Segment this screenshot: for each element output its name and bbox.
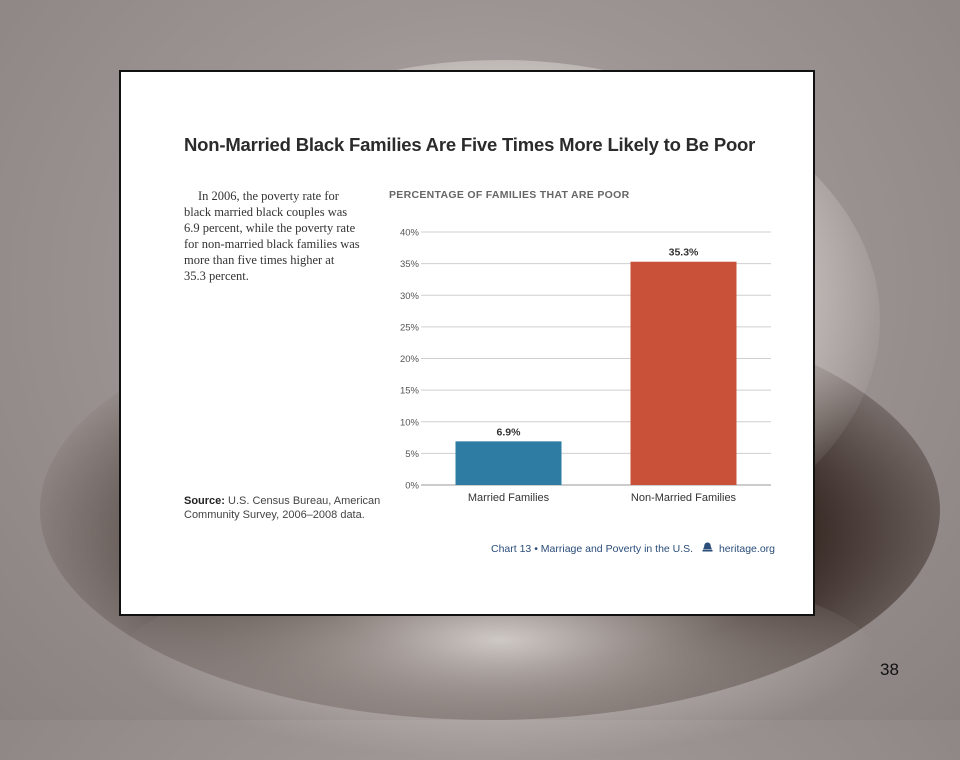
y-tick-label: 10% (400, 417, 420, 428)
y-tick-label: 35% (400, 259, 420, 270)
bar-chart: 0% 5% 10% 15% 20% 25% 30% 35% 40% 6.9% Married Fam… (400, 228, 771, 504)
y-tick-label: 0% (405, 481, 419, 492)
description-line: 35.3 percent. (184, 269, 249, 283)
source-line: Community Survey, 2006–2008 data. (184, 509, 365, 521)
chart-title: PERCENTAGE OF FAMILIES THAT ARE POOR (389, 189, 630, 201)
y-tick-label: 15% (400, 386, 420, 397)
description-line: In 2006, the poverty rate for (198, 189, 339, 203)
source-label: Source: (184, 495, 225, 507)
bar (630, 261, 737, 485)
description-line: for non-married black families was (184, 237, 360, 251)
y-tick-label: 30% (400, 291, 420, 302)
chart-main-title: Non-Married Black Families Are Five Time… (184, 134, 756, 155)
description-line: more than five times higher at (184, 253, 335, 267)
data-label: 35.3% (669, 247, 699, 259)
source-line: U.S. Census Bureau, American (228, 495, 381, 507)
category-label: Married Families (468, 492, 550, 504)
data-label: 6.9% (497, 426, 522, 438)
chart-footer: Chart 13 • Marriage and Poverty in the U… (491, 542, 775, 555)
bell-icon (702, 542, 713, 555)
y-tick-label: 25% (400, 322, 420, 333)
y-tick-label: 20% (400, 354, 420, 365)
slide-panel: Non-Married Black Families Are Five Time… (119, 70, 815, 616)
page-number: 38 (880, 660, 899, 679)
description-line: black married black couples was (184, 205, 348, 219)
chart-reference: Chart 13 • Marriage and Poverty in the U… (491, 543, 694, 555)
site-link[interactable]: heritage.org (718, 543, 775, 555)
category-label: Non-Married Families (631, 492, 737, 504)
description-text: In 2006, the poverty rate for black marr… (184, 188, 374, 284)
bar (455, 441, 562, 485)
y-tick-label: 40% (400, 228, 420, 239)
description-line: 6.9 percent, while the poverty rate (184, 221, 356, 235)
y-tick-label: 5% (405, 449, 419, 460)
source-note: Source: U.S. Census Bureau, American Com… (184, 494, 384, 522)
